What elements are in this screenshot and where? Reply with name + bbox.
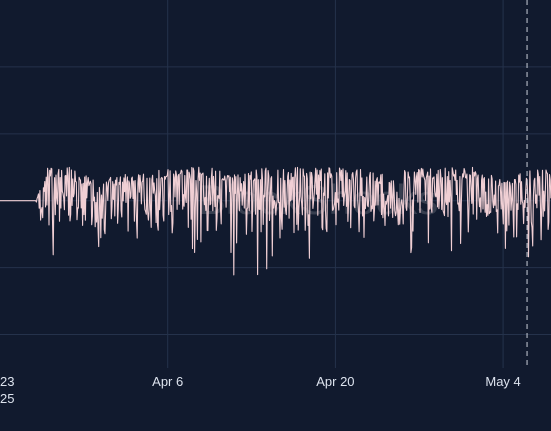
x-tick-sublabel-0: 25 [0,391,14,406]
x-tick-label-3: May 4 [485,374,520,389]
x-tick-label-1: Apr 6 [152,374,183,389]
series-group [0,166,551,276]
x-axis-tick-labels: 23 25 Apr 6 Apr 20 May 4 [0,374,521,406]
x-tick-label-2: Apr 20 [316,374,354,389]
x-tick-label-0: 23 [0,374,14,389]
series-line-0 [0,166,551,276]
